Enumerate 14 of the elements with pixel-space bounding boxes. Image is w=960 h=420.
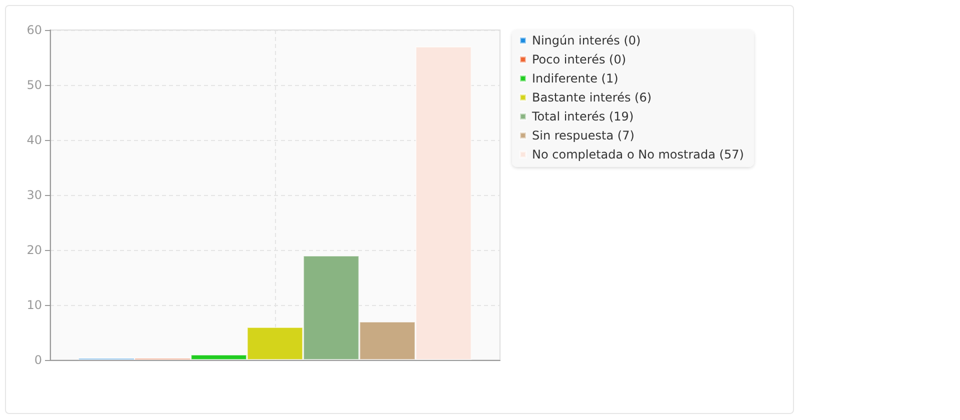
y-tick-label: 10 (26, 298, 42, 312)
legend-label: Indiferente (1) (532, 72, 618, 86)
y-tick-label: 60 (26, 23, 42, 37)
y-tick-label: 30 (26, 188, 42, 202)
y-tick-label: 0 (34, 353, 42, 367)
y-tick-label: 50 (26, 78, 42, 92)
y-tick-label: 20 (26, 243, 42, 257)
legend-label: Sin respuesta (7) (532, 128, 634, 142)
legend-label: No completada o No mostrada (57) (532, 148, 744, 162)
y-tick-label: 40 (26, 133, 42, 147)
legend-label: Poco interés (0) (532, 52, 626, 66)
legend-label: Bastante interés (6) (532, 90, 652, 104)
legend-label: Ningún interés (0) (532, 34, 641, 48)
legend-label: Total interés (19) (531, 110, 634, 124)
